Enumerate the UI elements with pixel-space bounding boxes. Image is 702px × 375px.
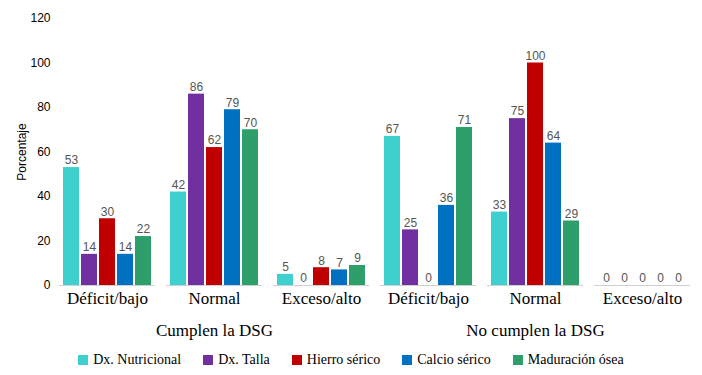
svg-text:79: 79 [226, 96, 240, 110]
svg-text:29: 29 [565, 207, 579, 221]
html-text:Calcio sérico: Calcio sérico [417, 352, 491, 367]
svg-text:30: 30 [101, 205, 115, 219]
svg-text:120: 120 [30, 11, 50, 25]
svg-text:62: 62 [208, 133, 222, 147]
svg-text:0: 0 [675, 271, 682, 285]
svg-text:71: 71 [458, 113, 472, 127]
svg-text:Déficit/bajo: Déficit/bajo [67, 289, 148, 308]
svg-text:60: 60 [37, 145, 51, 159]
svg-text:Déficit/bajo: Déficit/bajo [388, 289, 469, 308]
html-text:Hierro sérico: Hierro sérico [306, 352, 381, 367]
svg-text:0: 0 [44, 278, 51, 292]
svg-text:22: 22 [137, 222, 151, 236]
svg-text:0: 0 [425, 271, 432, 285]
svg-text:70: 70 [244, 116, 258, 130]
svg-text:14: 14 [83, 240, 97, 254]
svg-text:Porcentaje: Porcentaje [15, 123, 29, 181]
svg-text:80: 80 [37, 100, 51, 114]
svg-text:0: 0 [621, 271, 628, 285]
svg-text:14: 14 [119, 240, 133, 254]
svg-text:0: 0 [657, 271, 664, 285]
svg-text:7: 7 [336, 256, 343, 270]
html-text:Dx. Talla: Dx. Talla [218, 352, 270, 367]
svg-text:Normal: Normal [510, 289, 562, 308]
svg-text:No cumplen la DSG: No cumplen la DSG [466, 321, 604, 340]
svg-text:40: 40 [37, 189, 51, 203]
svg-text:0: 0 [300, 271, 307, 285]
svg-text:0: 0 [603, 271, 610, 285]
svg-text:8: 8 [318, 254, 325, 268]
svg-text:53: 53 [65, 153, 79, 167]
svg-text:25: 25 [404, 216, 418, 230]
svg-text:33: 33 [493, 198, 507, 212]
svg-text:67: 67 [386, 122, 400, 136]
svg-text:5: 5 [282, 260, 289, 274]
svg-text:64: 64 [547, 129, 561, 143]
svg-text:20: 20 [37, 234, 51, 248]
svg-text:86: 86 [190, 80, 204, 94]
svg-text:36: 36 [440, 191, 454, 205]
svg-text:100: 100 [30, 56, 50, 70]
html-text:Dx. Nutricional: Dx. Nutricional [93, 352, 182, 367]
svg-text:Normal: Normal [189, 289, 241, 308]
svg-text:Exceso/alto: Exceso/alto [282, 289, 361, 308]
svg-text:Exceso/alto: Exceso/alto [603, 289, 682, 308]
html-text:Maduración ósea: Maduración ósea [527, 352, 624, 367]
svg-text:75: 75 [511, 104, 525, 118]
svg-text:Cumplen la DSG: Cumplen la DSG [156, 321, 273, 340]
svg-text:100: 100 [525, 49, 545, 63]
svg-text:9: 9 [354, 251, 361, 265]
svg-text:42: 42 [172, 178, 186, 192]
svg-text:0: 0 [639, 271, 646, 285]
